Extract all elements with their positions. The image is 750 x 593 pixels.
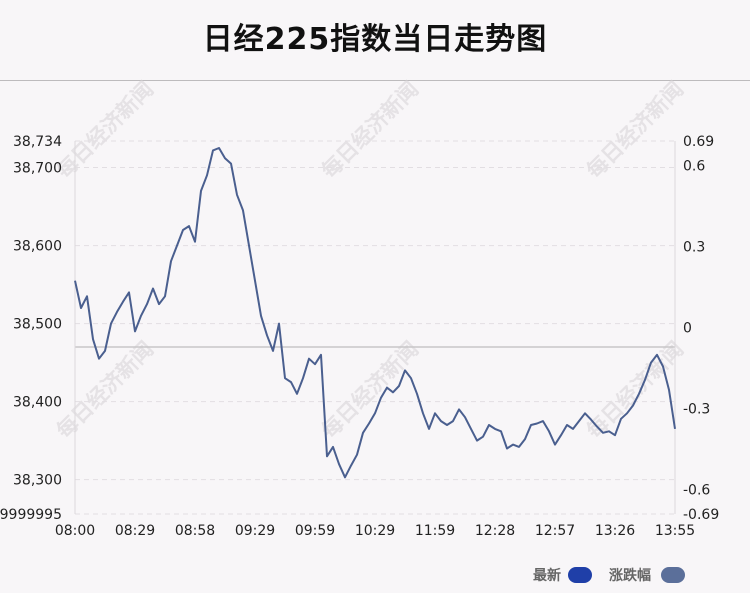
legend-label: 涨跌幅 bbox=[609, 567, 651, 584]
axes-layer: 38,734 38,700 38,600 38,500 38,400 38,300 9999… bbox=[0, 134, 719, 539]
watermark-text: 每日经济新闻 bbox=[316, 76, 423, 183]
x-tick-label: 08:00 bbox=[55, 523, 95, 539]
x-tick-label: 12:28 bbox=[475, 523, 515, 539]
y-left-tick-label: 38,600 bbox=[13, 239, 62, 255]
y-left-tick-label: 9999995 bbox=[0, 507, 62, 523]
y-left-tick-label: 38,734 bbox=[13, 134, 62, 150]
y-left-tick-label: 38,500 bbox=[13, 317, 62, 333]
y-right-tick-label: 0 bbox=[683, 321, 692, 337]
price-line bbox=[74, 147, 676, 479]
y-right-tick-label: -0.6 bbox=[683, 483, 710, 499]
y-right-tick-label: -0.69 bbox=[683, 507, 719, 523]
grid-layer bbox=[75, 140, 675, 515]
title-divider bbox=[0, 80, 750, 81]
y-right-tick-label: 0.69 bbox=[683, 134, 714, 150]
x-tick-label: 13:26 bbox=[595, 523, 635, 539]
x-tick-label: 11:59 bbox=[415, 523, 455, 539]
legend-swatch bbox=[661, 567, 685, 583]
x-tick-label: 09:59 bbox=[295, 523, 335, 539]
y-left-tick-label: 38,700 bbox=[13, 161, 62, 177]
y-left-tick-label: 38,400 bbox=[13, 395, 62, 411]
x-tick-label: 09:29 bbox=[235, 523, 275, 539]
chart-title: 日经225指数当日走势图 bbox=[202, 22, 548, 57]
legend-label: 最新 bbox=[533, 567, 561, 584]
series-layer bbox=[74, 147, 676, 479]
legend-swatch bbox=[568, 567, 592, 583]
x-tick-label: 08:58 bbox=[175, 523, 215, 539]
y-left-tick-label: 38,300 bbox=[13, 473, 62, 489]
x-tick-label: 10:29 bbox=[355, 523, 395, 539]
y-right-tick-label: 0.3 bbox=[683, 239, 705, 255]
x-tick-label: 08:29 bbox=[115, 523, 155, 539]
watermark-text: 每日经济新闻 bbox=[316, 336, 423, 443]
y-right-tick-label: 0.6 bbox=[683, 158, 705, 174]
legend: 最新 涨跌幅 bbox=[533, 567, 685, 584]
x-tick-label: 13:55 bbox=[655, 523, 695, 539]
x-tick-label: 12:57 bbox=[535, 523, 575, 539]
y-right-tick-label: -0.3 bbox=[683, 402, 710, 418]
